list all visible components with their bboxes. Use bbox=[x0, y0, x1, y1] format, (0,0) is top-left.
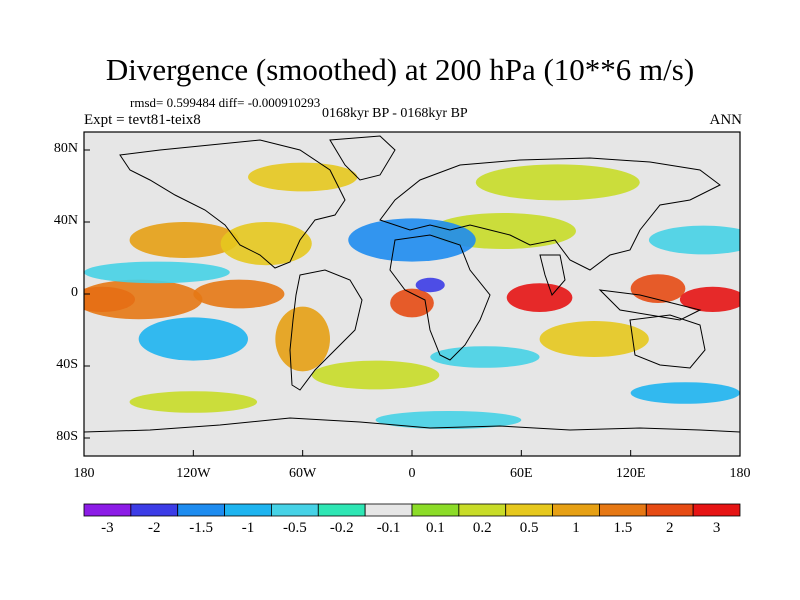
field-blob bbox=[415, 277, 445, 293]
colorbar-label: 0.2 bbox=[472, 520, 492, 536]
field-blob bbox=[129, 391, 258, 413]
field-blob bbox=[193, 279, 285, 309]
field-blob bbox=[375, 411, 522, 429]
colorbar-label: 0.1 bbox=[426, 520, 445, 536]
colorbar-swatch bbox=[458, 503, 507, 517]
colorbar bbox=[83, 503, 741, 517]
colorbar-swatch bbox=[83, 503, 132, 517]
y-tick-label: 40S bbox=[56, 357, 78, 372]
colorbar-label: 3 bbox=[712, 520, 721, 536]
x-tick-label: 60E bbox=[510, 466, 533, 481]
field-blob bbox=[539, 321, 649, 357]
stats-line: rmsd= 0.599484 diff= -0.000910293 bbox=[130, 95, 321, 110]
field-blob bbox=[84, 279, 203, 320]
y-tick-label: 80N bbox=[53, 141, 78, 156]
coast-south-america bbox=[289, 269, 363, 391]
x-tick-label: 0 bbox=[408, 466, 416, 481]
y-axis-ticks bbox=[84, 149, 90, 439]
colorbar-label: 0.5 bbox=[519, 520, 539, 536]
colorbar-swatch bbox=[130, 503, 179, 517]
x-tick-label: 180 bbox=[73, 466, 95, 481]
colorbar-swatch bbox=[271, 503, 319, 517]
y-tick-label: 0 bbox=[71, 285, 78, 300]
colorbar-swatch bbox=[224, 503, 272, 517]
colorbar-label: 1.5 bbox=[613, 520, 633, 536]
field-blob bbox=[630, 382, 740, 404]
experiment-label: Expt = tevt81-teix8 bbox=[84, 112, 201, 128]
colorbar-label: -1 bbox=[241, 520, 255, 536]
coastlines bbox=[84, 135, 740, 433]
colorbar-label: -3 bbox=[101, 520, 114, 536]
colorbar-swatch bbox=[552, 503, 600, 517]
field-blob bbox=[84, 261, 230, 284]
field-blob bbox=[348, 218, 476, 262]
colorbar-swatch bbox=[599, 503, 647, 517]
field-blob bbox=[275, 306, 330, 372]
field-blob bbox=[311, 360, 440, 390]
colorbar-label: -0.1 bbox=[376, 520, 401, 536]
map-title: Divergence (smoothed) at 200 hPa (10**6 … bbox=[105, 52, 695, 87]
colorbar-swatch bbox=[364, 503, 413, 517]
colorbar-label: 1 bbox=[572, 520, 580, 536]
field-blob bbox=[679, 286, 740, 312]
colorbar-label: -0.5 bbox=[282, 520, 307, 536]
field-blob bbox=[430, 346, 540, 368]
field-blob bbox=[506, 283, 573, 312]
colorbar-swatch bbox=[317, 503, 366, 517]
coast-india bbox=[539, 254, 566, 296]
field-blob bbox=[129, 222, 239, 258]
coast-europe-asia bbox=[379, 157, 721, 271]
coast-greenland bbox=[329, 135, 396, 181]
x-tick-label: 120W bbox=[176, 466, 211, 481]
y-tick-label: 40N bbox=[53, 213, 78, 228]
field-blob bbox=[390, 288, 434, 318]
x-axis-ticks bbox=[83, 450, 741, 456]
x-tick-label: 180 bbox=[729, 466, 751, 481]
coast-africa bbox=[389, 234, 491, 361]
field-blob bbox=[138, 317, 248, 361]
colorbar-swatch bbox=[505, 503, 553, 517]
coast-australia bbox=[629, 314, 706, 369]
season-label: ANN bbox=[709, 112, 743, 128]
colorbar-swatch bbox=[177, 503, 225, 517]
colorbar-label: -2 bbox=[148, 520, 161, 536]
coast-maritime bbox=[598, 289, 702, 321]
field-blob bbox=[648, 225, 740, 255]
colorbar-swatch bbox=[692, 503, 741, 517]
colorbar-swatch bbox=[645, 503, 694, 517]
colorbar-swatch bbox=[411, 503, 460, 517]
period-label: 0168kyr BP - 0168kyr BP bbox=[322, 106, 468, 121]
x-tick-label: 120E bbox=[615, 466, 646, 481]
y-tick-label: 80S bbox=[56, 429, 78, 444]
colorbar-label: -0.2 bbox=[329, 520, 354, 536]
colorbar-label: -1.5 bbox=[189, 520, 214, 536]
colorbar-label: 2 bbox=[665, 520, 674, 536]
divergence-field bbox=[84, 162, 740, 429]
x-tick-label: 60W bbox=[289, 466, 317, 481]
field-blob bbox=[475, 164, 640, 201]
field-blob bbox=[247, 162, 358, 192]
coast-north-america bbox=[119, 139, 346, 269]
coast-antarctica bbox=[84, 417, 740, 433]
field-blob bbox=[630, 274, 686, 303]
field-blob bbox=[220, 222, 312, 266]
